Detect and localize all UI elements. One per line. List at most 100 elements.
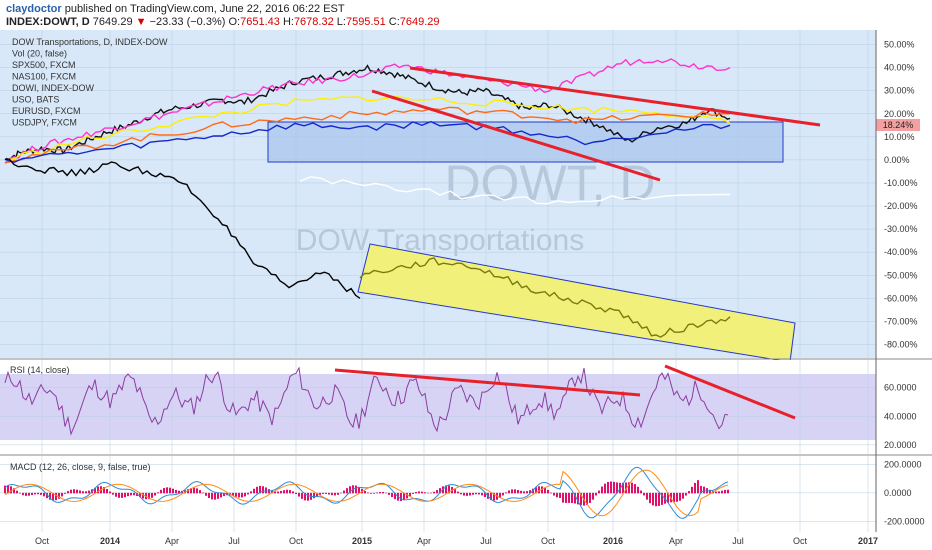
histogram-bar — [325, 492, 327, 494]
histogram-bar — [697, 480, 699, 494]
histogram-bar — [364, 490, 366, 494]
histogram-bar — [475, 492, 477, 495]
histogram-bar — [613, 481, 615, 494]
histogram-bar — [592, 492, 594, 500]
histogram-bar — [73, 489, 75, 494]
histogram-bar — [64, 492, 66, 494]
trendline-lower[interactable] — [371, 89, 661, 182]
histogram-bar — [385, 492, 387, 494]
histogram-bar — [511, 489, 513, 494]
histogram-bar — [208, 492, 210, 499]
histogram-bar — [355, 485, 357, 494]
open-value: 7651.43 — [240, 16, 280, 28]
x-tick-label: Apr — [669, 536, 683, 546]
rsi-title: RSI (14, close) — [10, 365, 70, 375]
histogram-bar — [682, 492, 684, 499]
histogram-bar — [466, 492, 468, 496]
histogram-bar — [13, 488, 15, 494]
histogram-bar — [223, 492, 225, 497]
histogram-bar — [400, 492, 402, 502]
histogram-bar — [433, 491, 435, 494]
x-tick-label: 2014 — [100, 536, 120, 546]
series-line — [4, 95, 731, 161]
histogram-bar — [142, 492, 144, 499]
histogram-bar — [709, 489, 711, 494]
main-y-axis: 50.00% 40.00% 30.00% 20.00% 10.00% 0.00% -10.0… — [884, 40, 918, 350]
histogram-bar — [601, 486, 603, 494]
histogram-bar — [508, 490, 510, 494]
histogram-bar — [172, 488, 174, 494]
open-label: O: — [228, 16, 241, 28]
macd-y-axis: 200.0000 0.0000 -200.0000 — [884, 459, 925, 526]
histogram-bar — [10, 486, 12, 494]
histogram-bar — [673, 492, 675, 503]
high-value: 7678.32 — [293, 16, 334, 28]
histogram-bar — [337, 492, 339, 495]
histogram-bar — [430, 492, 432, 494]
publish-info: published on TradingView.com, June 22, 2… — [64, 3, 345, 15]
histogram-bar — [556, 492, 558, 498]
histogram-bar — [292, 491, 294, 494]
histogram-bar — [535, 487, 537, 494]
y-tick-label: -20.00% — [884, 201, 918, 211]
histogram-bar — [67, 491, 69, 494]
y-tick-label: 60.0000 — [884, 383, 917, 393]
rsi-line — [4, 366, 729, 436]
consolidation-box[interactable] — [267, 121, 784, 163]
series-legend: DOW Transportations, D, INDEX-DOW Vol (20… — [12, 37, 168, 128]
time-axis[interactable]: Oct 2014 Apr Jul Oct 2015 Apr Jul Oct 2016 Apr Jul O… — [35, 536, 878, 546]
last-price: 7649.29 — [92, 16, 133, 28]
x-tick-label: Oct — [289, 536, 304, 546]
histogram-bar — [283, 490, 285, 494]
histogram-bar — [445, 485, 447, 494]
histogram-bar — [271, 490, 273, 494]
histogram-bar — [43, 492, 45, 497]
y-tick-label: 200.0000 — [884, 459, 922, 469]
last-value-text: 18.24% — [883, 120, 914, 130]
histogram-bar — [139, 492, 141, 498]
histogram-bar — [724, 489, 726, 494]
series-line — [4, 106, 731, 164]
legend-entry: USO, BATS — [12, 95, 59, 105]
histogram-bar — [655, 492, 657, 507]
histogram-bar — [493, 492, 495, 501]
histogram-bar — [313, 492, 315, 499]
rsi-grid — [0, 360, 876, 454]
author-link[interactable]: claydoctor — [6, 3, 62, 15]
histogram-bar — [118, 492, 120, 498]
histogram-bar — [202, 492, 204, 494]
histogram-bar — [616, 482, 618, 494]
histogram-bar — [280, 490, 282, 494]
rsi-trendline-1[interactable] — [334, 368, 641, 397]
histogram-bar — [484, 492, 486, 498]
histogram-bar — [610, 481, 612, 494]
histogram-bar — [121, 492, 123, 498]
histogram-bar — [52, 492, 54, 501]
x-tick-label: Oct — [793, 536, 808, 546]
chart-canvas[interactable]: DOWT, D DOW Transportations DOW Transpor… — [0, 30, 932, 550]
histogram-bar — [331, 492, 333, 496]
histogram-bar — [154, 492, 156, 496]
histogram-bar — [424, 492, 426, 494]
high-label: H: — [282, 16, 294, 28]
histogram-bar — [241, 492, 243, 498]
histogram-bar — [316, 492, 318, 497]
histogram-bar — [112, 492, 114, 495]
histogram-bar — [559, 492, 561, 498]
rsi-trendline-2[interactable] — [664, 364, 796, 420]
histogram-bar — [217, 492, 219, 499]
last-value-badge — [876, 119, 920, 131]
histogram-bar — [367, 492, 369, 494]
histogram-bar — [547, 489, 549, 494]
histogram-bar — [382, 491, 384, 494]
histogram-bar — [541, 486, 543, 494]
histogram-bar — [28, 492, 30, 496]
histogram-bar — [370, 492, 372, 494]
histogram-bar — [517, 489, 519, 494]
histogram-bar — [595, 492, 597, 496]
trendline-upper[interactable] — [409, 66, 821, 127]
histogram-bar — [16, 490, 18, 494]
histogram-bar — [418, 491, 420, 494]
histogram-bar — [214, 492, 216, 500]
histogram-bar — [262, 486, 264, 494]
